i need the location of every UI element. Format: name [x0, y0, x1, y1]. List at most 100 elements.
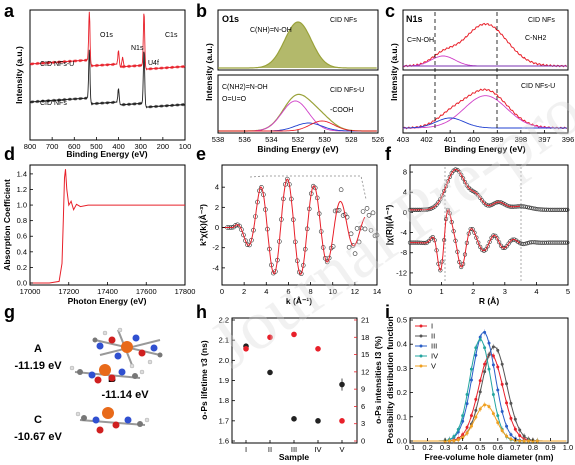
data-point	[487, 341, 491, 345]
x-tick-label: 0.2	[422, 443, 432, 452]
x-tick-label: 0.9	[545, 443, 555, 452]
y-tick-label: 6	[361, 402, 365, 411]
x-tick-label: 0	[408, 287, 412, 296]
fit-line-e	[222, 178, 366, 275]
data-point	[452, 439, 456, 443]
data-point	[448, 439, 451, 443]
data-point	[469, 378, 473, 382]
x-ticks-e: 0 2 4 6 8 10 12 14	[220, 282, 381, 296]
data-point	[525, 205, 530, 210]
x-tick-label: 528	[345, 135, 358, 144]
structure-energy-a: -11.19 eV	[14, 360, 62, 372]
y-tick-label: 3	[361, 419, 365, 428]
data-point	[459, 172, 464, 177]
panel-c-top-frame	[402, 9, 569, 71]
x-tick-label: 8	[308, 287, 312, 296]
x-tick-label: 17400	[97, 287, 118, 296]
y-tick-label: 2	[215, 203, 219, 212]
data-point	[485, 244, 490, 249]
x-tick-label: 10	[329, 287, 337, 296]
y-tick-label: 12	[361, 367, 369, 376]
data-point	[509, 433, 513, 437]
y-tick-label: 8	[403, 168, 407, 177]
x-tick-label: 700	[46, 142, 59, 151]
data-point	[478, 407, 482, 411]
x-ticks-c: 403 402 401 400 399 398 397 396	[397, 130, 574, 144]
data-point	[500, 362, 504, 366]
y-axis-label-c: Intensity (a.u.)	[389, 43, 399, 101]
data-point	[298, 271, 304, 277]
x-tick-label: 0.8	[528, 443, 538, 452]
legend-label: I	[431, 322, 433, 331]
data-point	[496, 421, 500, 425]
component-line-bottom-1	[403, 95, 567, 129]
x-axis-label-f: R (Å)	[479, 296, 499, 306]
data-point	[483, 362, 487, 366]
data-point	[505, 434, 509, 438]
x-tick-label: 0.7	[510, 443, 520, 452]
panel-letter-e: e	[196, 144, 206, 164]
y-ticks-h: 1.6 1.7 1.8 1.9 2.0 2.1 2.2	[219, 316, 235, 446]
data-point	[474, 408, 478, 412]
data-point	[518, 439, 522, 443]
data-point	[563, 240, 568, 245]
component-label-o-u-o: O=U=O	[222, 96, 247, 103]
data-point	[241, 232, 246, 238]
series-label-cid-nfs: CID NFs	[528, 17, 555, 24]
component-line-cooh	[218, 120, 377, 132]
structure-energy-c: -10.67 eV	[14, 431, 62, 443]
peak-label-n1s: N1s	[131, 45, 144, 52]
peak-label-o1s: O1s	[100, 32, 113, 39]
x-axis-label-i: Free-volume hole diameter (nm)	[425, 452, 554, 462]
data-point	[352, 251, 358, 256]
data-points-h	[243, 331, 345, 424]
data-point	[505, 382, 509, 386]
data-point	[529, 205, 534, 211]
y-tick-label: 1.0	[17, 201, 27, 210]
molecule-c-image	[75, 407, 150, 434]
panel-c-bottom-frame	[402, 74, 569, 134]
data-point	[440, 193, 445, 198]
data-point	[496, 365, 500, 369]
y-axis-label-i: Possibility distribution function	[385, 316, 395, 444]
x-tick-label: 0.6	[493, 443, 503, 452]
data-point	[465, 402, 469, 406]
y-tick-label: -4	[212, 263, 219, 272]
legend-label: IV	[431, 352, 438, 361]
x-tick-label: 398	[515, 135, 528, 144]
x-tick-label: 12	[351, 287, 359, 296]
y-ticks-d: 0.0 0.2 0.4 0.6 0.8 1.0 1.2 1.4	[17, 169, 33, 288]
y-tick-label: 9	[361, 385, 365, 394]
molecule-a-image	[92, 327, 163, 369]
intensity-point	[243, 346, 249, 352]
lifetime-point	[291, 416, 297, 422]
structure-name-c: C	[34, 414, 42, 426]
y-axis-label-d: Absorption Coefficient	[2, 179, 12, 271]
x-tick-label: 526	[372, 135, 385, 144]
data-point	[500, 429, 504, 433]
y-axis-label-b: Intensity (a.u.)	[204, 43, 214, 101]
data-point	[523, 204, 528, 209]
x-tick-label: 0.3	[440, 443, 450, 452]
y-tick-label: 1.4	[17, 169, 27, 178]
data-point	[442, 188, 447, 194]
y-axis-label-f: |χ(R)|(Å⁻³)	[384, 205, 394, 246]
x-axis-label-h: Sample	[279, 452, 310, 462]
x-ticks-a: 800 700 600 500 400 300 200 100	[24, 137, 191, 151]
data-point	[457, 169, 462, 174]
x-tick-label: 403	[397, 135, 410, 144]
x-tick-label: 17200	[58, 287, 79, 296]
data-point	[483, 247, 488, 252]
x-tick-label: 4	[534, 287, 538, 296]
data-point	[497, 240, 502, 245]
y-ticks-e: -4 -2 0 2 4	[212, 183, 225, 272]
data-point	[430, 234, 435, 240]
x-tick-label: 538	[212, 135, 225, 144]
panel-h: I II III IV V 1.61.71.81.92.02.12.2 03691215…	[199, 316, 383, 463]
panel-c: N1s C=N-OH C-NH2 CID NFs CID NFs-U 403 40…	[389, 9, 574, 154]
data-point	[465, 431, 469, 435]
x-tick-label: 0.1	[405, 443, 415, 452]
legend-marker	[419, 324, 423, 328]
series-line-cid-nfs	[218, 21, 377, 69]
